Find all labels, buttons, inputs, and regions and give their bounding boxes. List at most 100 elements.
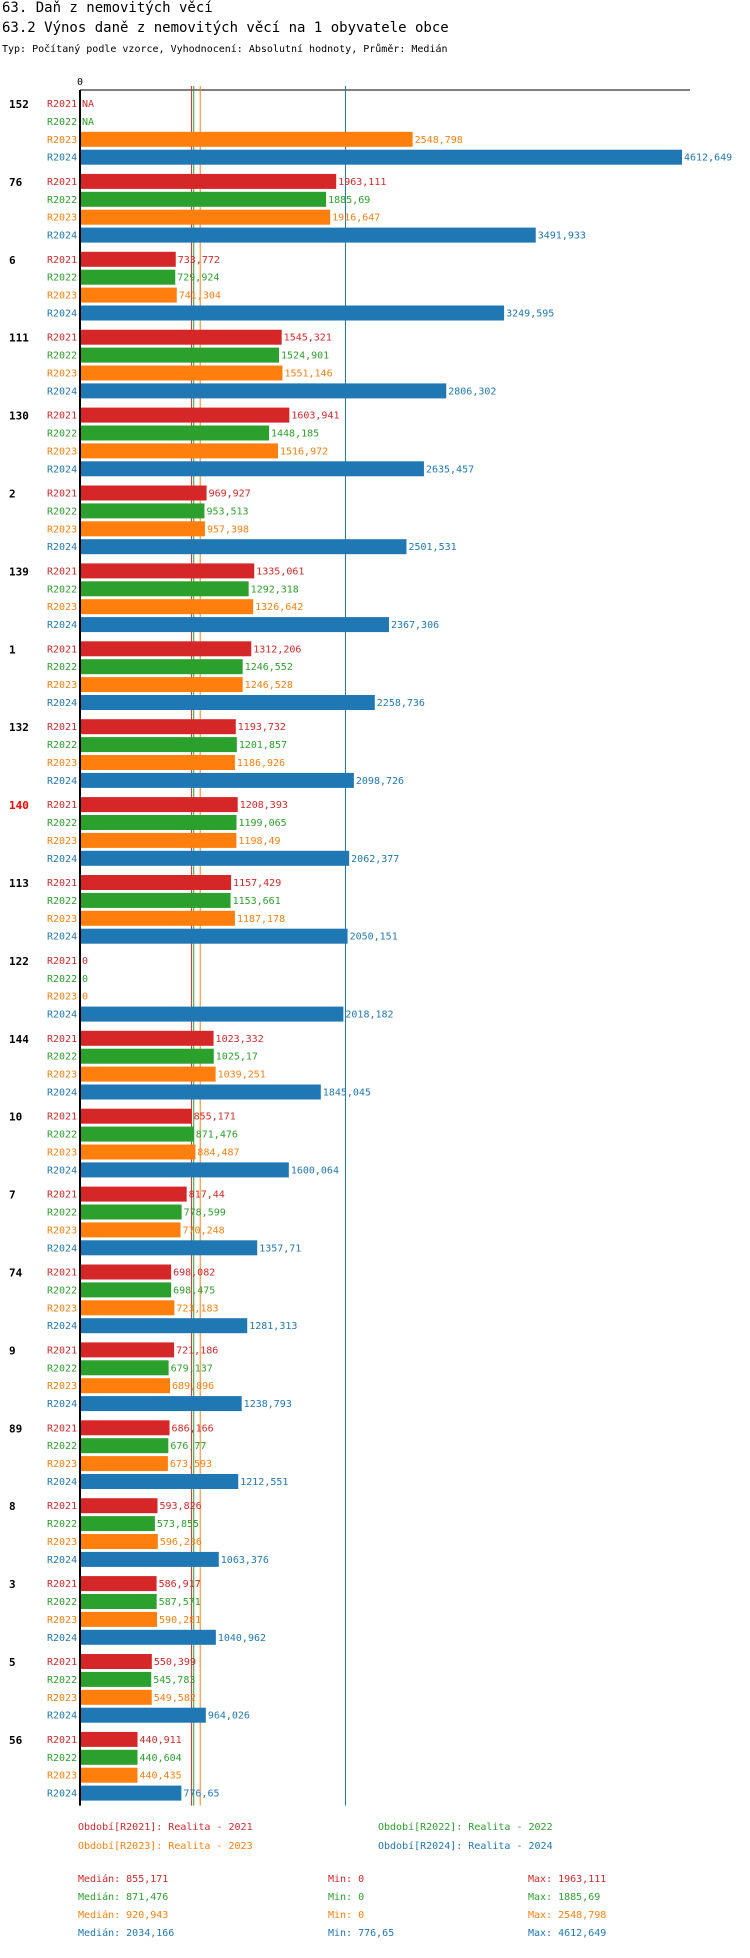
bar-8-r2023 [80, 1534, 158, 1549]
series-label: R2024 [47, 464, 77, 475]
value-label: 1603,941 [291, 411, 339, 422]
bar-111-r2024 [80, 383, 447, 399]
bar-2-r2021 [80, 485, 207, 501]
bar-56-r2021 [80, 1731, 138, 1747]
value-label: 855,171 [194, 1112, 236, 1123]
series-label: R2024 [47, 620, 77, 631]
series-label: R2023 [47, 914, 77, 925]
series-label: R2024 [47, 1633, 77, 1644]
bar-1-r2022 [80, 659, 243, 675]
stat-min-r2024: Min: 776,65 [328, 1928, 395, 1939]
series-label: R2024 [47, 1088, 77, 1099]
series-label: R2023 [47, 680, 77, 691]
value-label: 2018,182 [345, 1010, 393, 1021]
value-label: 871,476 [196, 1130, 238, 1141]
bar-113-r2024 [80, 928, 348, 944]
value-label: 1199,065 [238, 818, 286, 829]
chart-subtitle: 63.2 Výnos daně z nemovitých věcí na 1 o… [2, 20, 449, 36]
bar-139-r2023 [80, 599, 254, 615]
bar-111-r2023 [80, 365, 283, 381]
group-label-132: 132 [9, 721, 29, 734]
group-label-5: 5 [9, 1656, 16, 1669]
bar-76-r2023 [80, 209, 331, 225]
series-label: R2022 [47, 818, 77, 829]
value-label: 1357,71 [259, 1243, 301, 1254]
bar-3-r2023 [80, 1611, 158, 1627]
series-label: R2021 [47, 99, 77, 110]
value-label: 2062,377 [351, 854, 399, 865]
series-label: R2021 [47, 566, 77, 577]
stat-median-r2021: Medián: 855,171 [78, 1874, 169, 1885]
series-label: R2024 [47, 231, 77, 242]
bar-7-r2022 [80, 1204, 182, 1220]
group-label-130: 130 [9, 410, 29, 423]
value-label: 723,183 [176, 1303, 218, 1314]
bar-10-r2023 [80, 1144, 196, 1160]
value-label: 733,772 [178, 255, 220, 266]
bar-2-r2023 [80, 521, 205, 537]
series-label: R2021 [47, 1345, 77, 1356]
series-label: R2021 [47, 878, 77, 889]
value-label: 4612,649 [684, 153, 732, 164]
value-label: 550,399 [154, 1657, 196, 1668]
bar-1-r2024 [80, 695, 375, 710]
series-label: R2021 [47, 1579, 77, 1590]
series-label: R2023 [47, 602, 77, 613]
value-label: 593,826 [160, 1501, 202, 1512]
series-label: R2021 [47, 1501, 77, 1512]
bar-8-r2021 [80, 1498, 158, 1514]
series-label: R2021 [47, 333, 77, 344]
stat-median-r2024: Medián: 2034,166 [78, 1928, 175, 1939]
series-label: R2022 [47, 1285, 77, 1296]
group-label-6: 6 [9, 254, 16, 267]
series-label: R2024 [47, 1010, 77, 1021]
value-label: 0 [82, 956, 88, 967]
series-label: R2022 [47, 1753, 77, 1764]
value-label: 1551,146 [284, 369, 332, 380]
series-label: R2022 [47, 1519, 77, 1530]
series-label: R2023 [47, 1303, 77, 1314]
series-label: R2021 [47, 1423, 77, 1434]
value-label: 1238,793 [244, 1399, 292, 1410]
series-label: R2023 [47, 992, 77, 1003]
value-label: 741,304 [179, 291, 221, 302]
series-label: R2023 [47, 1693, 77, 1704]
series-label: R2023 [47, 1148, 77, 1159]
bar-130-r2023 [80, 443, 278, 459]
bar-152-r2024 [80, 149, 682, 165]
value-label: 1212,551 [240, 1477, 288, 1488]
legend-r2022: Období[R2022]: Realita - 2022 [378, 1822, 553, 1833]
bar-144-r2021 [80, 1030, 214, 1046]
value-label: 770,248 [183, 1225, 225, 1236]
series-label: R2022 [47, 506, 77, 517]
group-label-140: 140 [9, 799, 29, 812]
value-label: 1524,901 [281, 351, 329, 362]
value-label: 1023,332 [216, 1034, 264, 1045]
value-label: 1063,376 [221, 1555, 269, 1566]
value-label: 2635,457 [426, 464, 474, 475]
bar-5-r2021 [80, 1654, 152, 1669]
value-label: 1201,857 [239, 740, 287, 751]
series-label: R2023 [47, 524, 77, 535]
series-label: R2023 [47, 1225, 77, 1236]
bar-10-r2021 [80, 1108, 192, 1124]
group-label-139: 139 [9, 565, 29, 578]
value-label: 2548,798 [415, 135, 463, 146]
value-label: 1186,926 [237, 758, 285, 769]
group-label-144: 144 [9, 1033, 29, 1046]
group-label-1: 1 [9, 643, 16, 656]
value-label: 1448,185 [271, 429, 319, 440]
group-label-2: 2 [9, 488, 16, 501]
value-label: 1335,061 [256, 566, 304, 577]
group-label-3: 3 [9, 1578, 16, 1591]
legend-r2023: Období[R2023]: Realita - 2023 [78, 1841, 253, 1852]
series-label: R2021 [47, 1735, 77, 1746]
series-label: R2022 [47, 974, 77, 985]
value-label: 1193,732 [238, 722, 286, 733]
bar-5-r2024 [80, 1707, 206, 1723]
series-label: R2023 [47, 213, 77, 224]
bar-139-r2021 [80, 563, 255, 579]
bar-1-r2023 [80, 677, 243, 693]
bar-6-r2023 [80, 287, 177, 303]
